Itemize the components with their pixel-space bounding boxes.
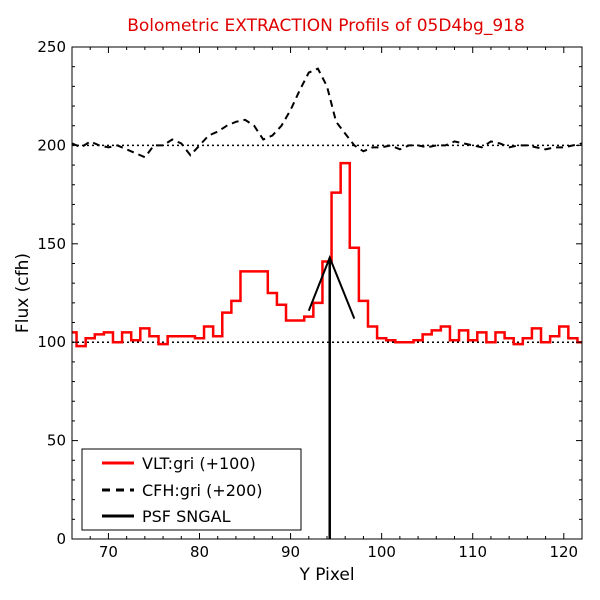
legend-label-psf: PSF SNGAL: [142, 507, 231, 526]
x-tick-label-120: 120: [549, 543, 578, 561]
series-psf-line: [307, 254, 356, 319]
y-tick-label-150: 150: [37, 235, 66, 253]
legend: VLT:gri (+100) CFH:gri (+200) PSF SNGAL: [81, 448, 302, 531]
y-axis-label: Flux (cfh): [13, 253, 33, 333]
plot-content: [72, 67, 582, 539]
x-tick-label-90: 90: [281, 543, 300, 561]
y-tick-label-0: 0: [56, 530, 66, 548]
plot-area: [72, 67, 582, 539]
series-cfh-line: [72, 67, 582, 159]
x-tick-label-80: 80: [190, 543, 209, 561]
y-tick-label-100: 100: [37, 333, 66, 351]
x-axis-label: Y Pixel: [298, 565, 354, 585]
x-tick-label-100: 100: [367, 543, 396, 561]
legend-label-cfh: CFH:gri (+200): [142, 481, 263, 500]
chart-title: Bolometric EXTRACTION Profils of 05D4bg_…: [127, 16, 525, 36]
x-tick-label-110: 110: [458, 543, 487, 561]
series-vlt-line: [72, 161, 582, 348]
y-tick-label-200: 200: [37, 136, 66, 154]
y-tick-label-250: 250: [37, 38, 66, 56]
y-tick-label-50: 50: [47, 432, 66, 450]
x-tick-label-70: 70: [99, 543, 118, 561]
axis-ticks: 70 80 90 100 110 120 0 50 100 150 200 250: [37, 38, 583, 561]
legend-label-vlt: VLT:gri (+100): [142, 454, 256, 473]
